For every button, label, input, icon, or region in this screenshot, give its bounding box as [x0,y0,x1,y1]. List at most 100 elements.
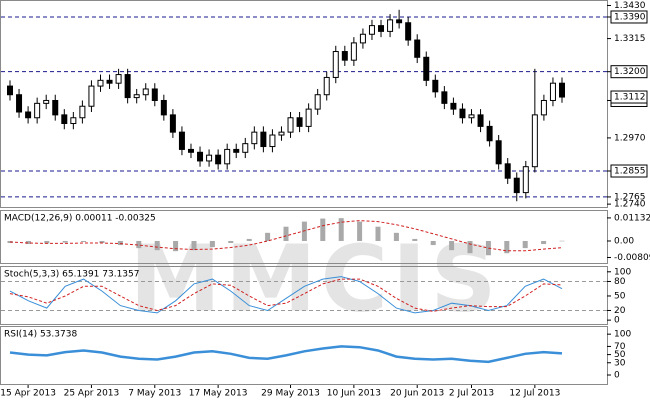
histogram-bar [228,240,234,244]
panel-frame [0,0,608,208]
histogram-bar [25,240,31,245]
candle-body [287,117,294,133]
histogram-bar [430,240,436,246]
y-tick-label: 100 [614,330,631,340]
histogram-bar [136,240,142,249]
candle-body [43,99,50,104]
histogram-bar [191,240,197,251]
candle-body [296,117,303,127]
panel-title: RSI(14) 53.3738 [4,330,77,340]
histogram-bar [209,240,215,248]
candle-body [106,79,113,84]
histogram-bar [449,240,455,251]
candle-body [88,85,95,107]
candle-body [269,134,276,148]
candle-body [124,74,131,99]
y-tick-label: 50 [614,291,626,301]
y-tick-label: 0 [614,371,620,381]
candle-body [115,74,122,84]
candle-body [549,82,556,101]
x-tick-label: 10 Jun 2013 [327,389,381,399]
candle-body [396,19,403,24]
candle-body [332,51,339,78]
candle-body [432,79,439,93]
candle-body [477,114,484,127]
tick-box [610,65,648,79]
y-tick-label: 1.3200 [614,67,646,77]
candle-body [215,154,222,165]
histogram-bar [320,218,326,241]
y-tick-label: 20 [614,306,626,316]
candle-body [423,56,430,81]
candle-body [559,82,565,98]
y-tick-label: 1.2765 [614,192,646,202]
candle-body [169,114,176,133]
candle-body [133,94,140,99]
panel-title: MACD(12,26,9) 0.00011 -0.00325 [4,214,156,224]
y-tick-label: 100 [614,267,631,277]
candle-body [70,117,77,125]
candle-body [242,143,249,153]
y-tick-label: 1.3315 [614,34,646,44]
last-price-label: 1.3112 [614,93,646,103]
x-tick-label: 15 Apr 2013 [0,389,56,399]
indicator-line [9,345,563,364]
histogram-bar [265,232,271,241]
histogram-bar [154,240,160,251]
y-tick-label: 80 [614,277,626,287]
x-tick-label: 29 May 2013 [261,389,320,399]
x-tick-label: 25 Apr 2013 [64,389,120,399]
candle-body [522,166,529,194]
histogram-bar [99,240,105,244]
candle-body [468,114,475,119]
indicator-line [9,220,563,252]
candle-body [187,148,194,153]
candle-body [513,177,520,194]
histogram-bar [62,240,68,243]
candle-body [450,102,457,110]
candle-body [504,163,511,179]
candle-body [414,39,421,58]
y-tick-label: 0 [614,316,620,326]
candle-body [79,105,86,119]
candle-body [459,108,466,119]
histogram-bar [283,226,289,241]
histogram-bar [44,240,50,244]
histogram-bar [357,221,363,241]
histogram-bar [246,238,252,241]
candle-body [486,125,493,142]
candle-body [151,88,158,101]
panel-frame [0,210,608,264]
y-tick-label: 0.01132 [614,213,650,223]
candle-body [531,114,538,168]
candle-body [25,111,32,119]
candle-body [7,85,13,96]
panel-frame [0,326,608,385]
histogram-bar [504,240,510,254]
candle-body [142,88,149,96]
x-tick-label: 20 Jun 2013 [390,389,444,399]
x-tick-label: 7 May 2013 [128,389,181,399]
indicator-line [9,278,563,312]
candle-body [305,108,312,127]
candle-body [178,131,185,150]
watermark: MMCIS [129,225,500,332]
histogram-bar [117,240,123,246]
candle-body [323,76,330,96]
candle-body [368,25,375,35]
candle-body [387,19,394,32]
candle-body [441,91,448,104]
candle-body [260,131,267,148]
y-tick-label: 1.3390 [614,12,646,22]
candle-body [61,114,68,125]
candle-body [97,79,104,87]
histogram-bar [338,218,344,241]
candle-body [233,148,240,153]
histogram-bar [393,232,399,241]
histogram-bar [522,240,528,249]
candle-body [495,140,502,165]
candle-body [197,151,204,162]
histogram-bar [559,240,565,242]
candle-body [341,51,348,61]
candle-body [378,25,385,32]
